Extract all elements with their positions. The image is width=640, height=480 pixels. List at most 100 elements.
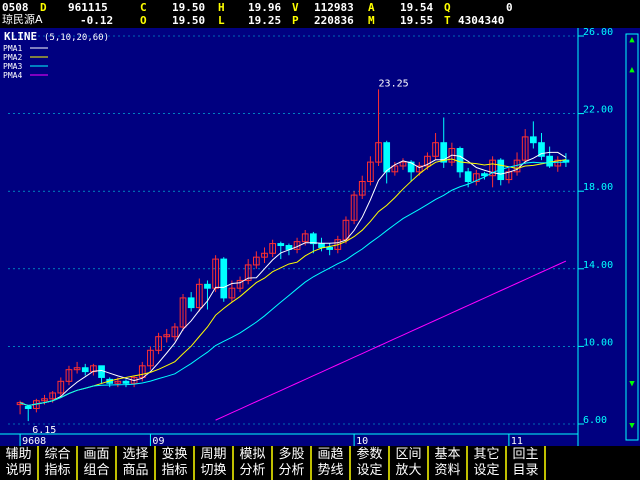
toolbar-button-label: 资料: [434, 463, 461, 478]
m-value: 19.55: [400, 14, 434, 27]
y-tick-label: 18.00: [583, 182, 613, 193]
stock-name: 琼民源A: [2, 13, 43, 26]
candle-body: [464, 171, 472, 183]
x-tick-label: 11: [511, 436, 523, 446]
open-value: 19.50: [172, 14, 206, 27]
toolbar-button-7[interactable]: 多股 分析: [273, 446, 312, 480]
average-label: A: [368, 1, 375, 14]
kline-chart-area[interactable]: 26.00 22.00 18.00 14.00 10.00 6.00 ▲ ▲ ▼ ▼ 23.25 6.…: [0, 28, 640, 446]
toolbar-button-label: 多股: [278, 447, 305, 462]
toolbar-button-label: 综合: [44, 447, 71, 462]
toolbar-button-label: 参数: [356, 447, 383, 462]
legend-item-label: PMA4: [3, 71, 22, 80]
toolbar-button-label: 势线: [317, 463, 344, 478]
toolbar-button-3[interactable]: 选择 商品: [117, 446, 156, 480]
candle-body: [407, 161, 415, 173]
candle-body: [130, 376, 138, 384]
toolbar-button-label: 指标: [44, 463, 71, 478]
legend-item-label: PMA2: [3, 53, 22, 62]
y-tick-label: 26.00: [583, 28, 613, 38]
low-label: L: [218, 14, 225, 27]
candle-body: [326, 246, 334, 250]
toolbar-button-label: 说明: [5, 463, 32, 478]
candle-body: [375, 142, 382, 163]
quote-date: 961115: [68, 1, 108, 14]
scroll-up-icon[interactable]: ▲: [629, 65, 635, 75]
candle-body: [228, 287, 236, 299]
toolbar-button-label: 变换: [161, 447, 188, 462]
high-value: 19.96: [248, 1, 282, 14]
close-label: C: [140, 1, 147, 14]
toolbar-button-label: 组合: [83, 463, 110, 478]
candle-body: [155, 336, 162, 351]
toolbar-button-5[interactable]: 周期 切换: [195, 446, 234, 480]
pma2-line: [19, 158, 567, 407]
toolbar-button-label: 目录: [512, 463, 539, 478]
candle-body: [171, 326, 179, 338]
candle-body: [204, 283, 211, 289]
candle-body: [24, 406, 32, 409]
toolbar-button-label: 模拟: [239, 447, 266, 462]
toolbar-button-12[interactable]: 其它 设定: [468, 446, 507, 480]
candle-body: [432, 142, 439, 157]
toolbar-button-label: 画面: [83, 447, 110, 462]
toolbar-button-label: 切换: [200, 463, 227, 478]
toolbar-button-1[interactable]: 综合 指标: [39, 446, 78, 480]
toolbar-button-label: 基本: [434, 447, 461, 462]
y-tick-label: 22.00: [583, 105, 613, 116]
x-tick-label: 10: [356, 436, 368, 446]
candle-body: [358, 181, 366, 196]
candle-body: [49, 392, 57, 400]
toolbar-button-label: 画趋: [317, 447, 344, 462]
q-value: 0: [506, 1, 513, 14]
candle-body: [220, 258, 228, 299]
y-tick-label: 10.00: [583, 337, 613, 348]
toolbar-button-label: 区间: [395, 447, 422, 462]
scroll-top-icon[interactable]: ▲: [629, 35, 635, 45]
candle-body: [81, 367, 89, 373]
legend-params: (5,10,20,60): [44, 33, 109, 43]
candle-body: [73, 367, 81, 371]
vertical-scrollbar: [625, 33, 639, 441]
toolbar-button-11[interactable]: 基本 资料: [429, 446, 468, 480]
toolbar-button-label: 分析: [278, 463, 305, 478]
kline-chart[interactable]: 26.00 22.00 18.00 14.00 10.00 6.00 ▲ ▲ ▼ ▼ 23.25 6.…: [0, 28, 640, 446]
toolbar-button-9[interactable]: 参数 设定: [351, 446, 390, 480]
toolbar-button-13[interactable]: 回主 目录: [507, 446, 546, 480]
toolbar-button-4[interactable]: 变换 指标: [156, 446, 195, 480]
toolbar-button-8[interactable]: 画趋 势线: [312, 446, 351, 480]
candle-body: [195, 283, 203, 309]
toolbar-button-label: 周期: [200, 447, 227, 462]
pma4-line: [215, 260, 567, 421]
q-label: Q: [444, 1, 451, 14]
candle-body: [187, 297, 195, 309]
candle-body: [261, 252, 268, 258]
toolbar-button-label: 设定: [356, 463, 383, 478]
candle-body: [114, 380, 122, 384]
candle-body: [57, 380, 65, 394]
high-annotation: 23.25: [379, 78, 409, 89]
toolbar-button-6[interactable]: 模拟 分析: [234, 446, 273, 480]
x-tick-label: 09: [152, 436, 164, 446]
candle-body: [163, 334, 171, 338]
p-value: 220836: [314, 14, 354, 27]
candle-body: [252, 256, 260, 266]
candle-body: [415, 165, 423, 173]
total-value: 4304340: [458, 14, 505, 27]
close-value: 19.50: [172, 1, 206, 14]
toolbar-button-label: 分析: [239, 463, 266, 478]
candle-body: [310, 233, 317, 245]
toolbar-button-0[interactable]: 辅助 说明: [0, 446, 39, 480]
candle-body: [399, 161, 407, 167]
toolbar-button-label: 设定: [473, 463, 500, 478]
candle-body: [236, 279, 244, 289]
scroll-down-icon[interactable]: ▼: [629, 379, 635, 389]
scroll-bottom-icon[interactable]: ▼: [629, 421, 635, 431]
price-change: -0.12: [80, 14, 114, 27]
candle-body: [367, 161, 374, 183]
volume-value: 112983: [314, 1, 354, 14]
candle-body: [179, 297, 187, 328]
toolbar-button-2[interactable]: 画面 组合: [78, 446, 117, 480]
candle-body: [318, 243, 325, 248]
toolbar-button-10[interactable]: 区间 放大: [390, 446, 429, 480]
